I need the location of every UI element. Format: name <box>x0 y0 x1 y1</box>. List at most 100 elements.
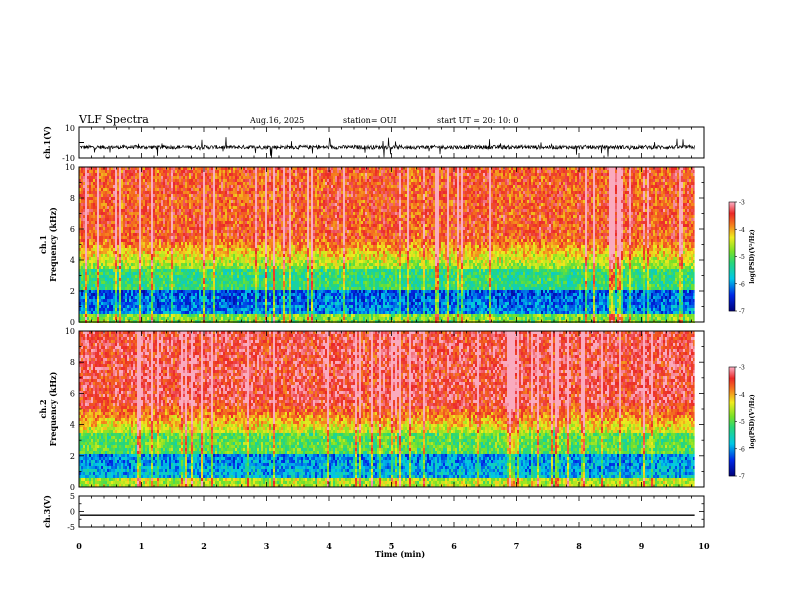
spectrogram-cell <box>335 176 337 179</box>
spectrogram-cell <box>175 176 177 179</box>
spectrogram-cell <box>513 176 515 179</box>
spectrogram-cell <box>213 176 215 179</box>
spectrogram-cell <box>275 173 277 176</box>
spectrogram-cell <box>155 176 157 179</box>
spectrogram-cell <box>319 173 321 176</box>
spectrogram-cell <box>435 173 437 176</box>
spectrogram-cell <box>389 170 391 173</box>
spectrogram-cell <box>297 170 299 173</box>
spectrogram-cell <box>581 176 583 179</box>
spectrogram-cell <box>161 173 163 176</box>
spectrogram-cell <box>597 176 599 179</box>
spectrogram-cell <box>509 173 511 176</box>
spectrogram-cell <box>593 173 595 176</box>
spectrogram-cell <box>551 170 553 173</box>
spectrogram-cell <box>381 176 383 179</box>
spectrogram-cell <box>151 176 153 179</box>
spectrogram-cell <box>409 173 411 176</box>
spectrogram-cell <box>343 173 345 176</box>
spectrogram-cell <box>115 176 117 179</box>
spectrogram-cell <box>137 176 139 179</box>
spectrogram-cell <box>135 176 137 179</box>
spectrogram-cell <box>81 170 83 173</box>
spectrogram-cell <box>439 176 441 179</box>
spectrogram-cell <box>285 176 287 179</box>
spectrogram-cell <box>585 170 587 173</box>
spectrogram-cell <box>175 170 177 173</box>
spectrogram-cell <box>149 176 151 179</box>
spectrogram-cell <box>417 170 419 173</box>
spectrogram-cell <box>409 176 411 179</box>
spectrogram-cell <box>553 173 555 176</box>
spectrogram-cell <box>201 176 203 179</box>
spectrogram-cell <box>81 173 83 176</box>
spectrogram-cell <box>303 176 305 179</box>
spectrogram-cell <box>411 170 413 173</box>
spectrogram-cell <box>495 170 497 173</box>
spectrogram-cell <box>681 170 683 173</box>
spectrogram-cell <box>231 170 233 173</box>
spectrogram-cell <box>281 170 283 173</box>
spectrogram-cell <box>539 170 541 173</box>
spectrogram-cell <box>373 173 375 176</box>
spectrogram-cell <box>291 173 293 176</box>
spectrogram-cell <box>515 173 517 176</box>
spectrogram-cell <box>559 173 561 176</box>
spectrogram-cell <box>617 173 619 176</box>
spectrogram-cell <box>679 173 681 176</box>
spectrogram-cell <box>183 170 185 173</box>
spectrogram-cell <box>517 170 519 173</box>
spectrogram-cell <box>243 170 245 173</box>
spectrogram-cell <box>497 170 499 173</box>
spectrogram-cell <box>345 176 347 179</box>
spectrogram-cell <box>107 173 109 176</box>
spectrogram-cell <box>159 170 161 173</box>
spectrogram-cell <box>381 170 383 173</box>
spectrogram-cell <box>323 173 325 176</box>
spectrogram-cell <box>397 173 399 176</box>
spectrogram-cell <box>639 173 641 176</box>
spectrogram-cell <box>387 170 389 173</box>
spectrogram-cell <box>337 170 339 173</box>
spectrogram-cell <box>433 176 435 179</box>
spectrogram-cell <box>359 176 361 179</box>
spectrogram-cell <box>303 173 305 176</box>
spectrogram-cell <box>199 173 201 176</box>
spectrogram-cell <box>423 173 425 176</box>
spectrogram-cell <box>539 173 541 176</box>
spectrogram-cell <box>675 173 677 176</box>
spectrogram-cell <box>207 170 209 173</box>
spectrogram-cell <box>405 176 407 179</box>
spectrogram-cell <box>455 170 457 173</box>
spectrogram-cell <box>493 176 495 179</box>
spectrogram-cell <box>649 170 651 173</box>
spectrogram-cell <box>135 173 137 176</box>
spectrogram-cell <box>621 170 623 173</box>
spectrogram-cell <box>253 176 255 179</box>
spectrogram-cell <box>355 170 357 173</box>
spectrogram-cell <box>437 176 439 179</box>
spectrogram-cell <box>163 170 165 173</box>
spectrogram-cell <box>415 170 417 173</box>
spectrogram-cell <box>305 176 307 179</box>
spectrogram-cell <box>171 176 173 179</box>
spectrogram-cell <box>505 170 507 173</box>
spectrogram-cell <box>615 176 617 179</box>
spectrogram-cell <box>605 176 607 179</box>
spectrogram-cell <box>241 170 243 173</box>
spectrogram-cell <box>233 176 235 179</box>
spectrogram-cell <box>499 170 501 173</box>
spectrogram-cell <box>311 170 313 173</box>
spectrogram-cell <box>165 176 167 179</box>
spectrogram-cell <box>93 176 95 179</box>
spectrogram-cell <box>687 170 689 173</box>
spectrogram-cell <box>205 173 207 176</box>
spectrogram-cell <box>289 176 291 179</box>
spectrogram-cell <box>365 170 367 173</box>
spectrogram-cell <box>427 170 429 173</box>
spectrogram-cell <box>595 170 597 173</box>
spectrogram-cell <box>495 176 497 179</box>
spectrogram-cell <box>133 176 135 179</box>
spectrogram-cell <box>321 173 323 176</box>
spectrogram-cell <box>145 170 147 173</box>
